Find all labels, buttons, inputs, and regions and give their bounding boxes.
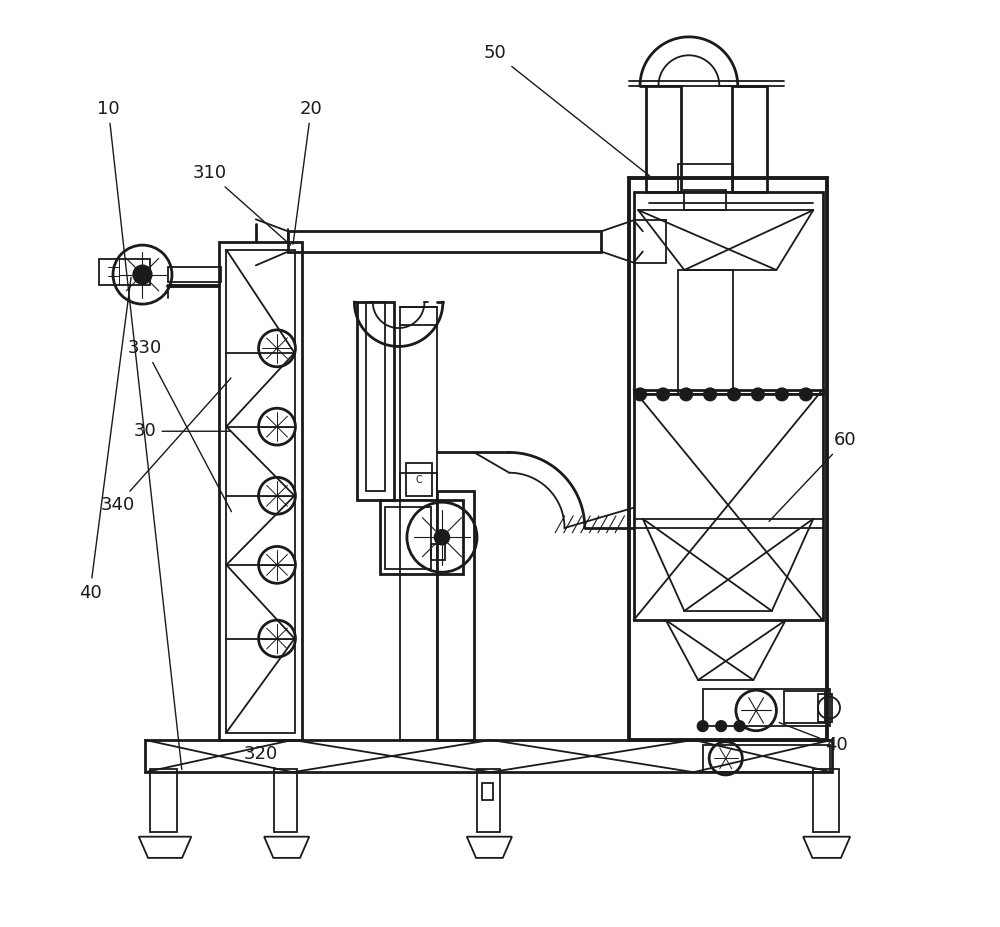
- Text: 340: 340: [100, 378, 231, 514]
- Bar: [684, 190, 726, 210]
- Bar: [732, 85, 767, 192]
- Text: 40: 40: [79, 277, 131, 602]
- Bar: [226, 249, 295, 732]
- Bar: [477, 769, 500, 832]
- Circle shape: [716, 720, 727, 731]
- Bar: [634, 389, 823, 620]
- Bar: [168, 267, 221, 282]
- Bar: [678, 270, 733, 394]
- Text: 40: 40: [779, 722, 848, 754]
- Text: 10: 10: [97, 100, 182, 769]
- Bar: [482, 783, 493, 800]
- Bar: [380, 501, 463, 574]
- Bar: [634, 192, 823, 394]
- Circle shape: [133, 265, 152, 284]
- Bar: [219, 242, 302, 740]
- Bar: [818, 694, 832, 721]
- Text: 50: 50: [484, 44, 650, 176]
- Circle shape: [704, 387, 717, 400]
- Bar: [431, 543, 445, 560]
- Bar: [385, 507, 431, 569]
- Text: C: C: [416, 475, 422, 485]
- Bar: [274, 769, 297, 832]
- Bar: [784, 692, 825, 723]
- Bar: [145, 740, 832, 772]
- Text: 310: 310: [193, 164, 291, 245]
- Bar: [357, 302, 394, 501]
- Bar: [99, 259, 150, 285]
- Circle shape: [634, 387, 647, 400]
- Bar: [406, 464, 432, 496]
- Bar: [288, 232, 601, 251]
- Bar: [366, 302, 385, 491]
- Circle shape: [657, 387, 670, 400]
- Circle shape: [799, 387, 812, 400]
- Text: 330: 330: [128, 339, 231, 512]
- Circle shape: [697, 720, 708, 731]
- Bar: [437, 491, 474, 740]
- Bar: [813, 769, 839, 832]
- Circle shape: [435, 530, 449, 544]
- Circle shape: [776, 387, 788, 400]
- Text: 320: 320: [243, 744, 278, 768]
- Text: 60: 60: [769, 431, 857, 521]
- Bar: [150, 769, 177, 832]
- Text: 20: 20: [293, 100, 322, 244]
- Bar: [703, 744, 830, 772]
- Bar: [400, 473, 437, 740]
- Bar: [646, 85, 681, 192]
- Circle shape: [728, 387, 740, 400]
- Bar: [400, 307, 437, 501]
- Bar: [703, 690, 830, 726]
- Circle shape: [752, 387, 764, 400]
- Bar: [629, 178, 827, 740]
- Bar: [678, 164, 733, 192]
- Circle shape: [734, 720, 745, 731]
- Circle shape: [680, 387, 693, 400]
- Text: 30: 30: [134, 423, 230, 440]
